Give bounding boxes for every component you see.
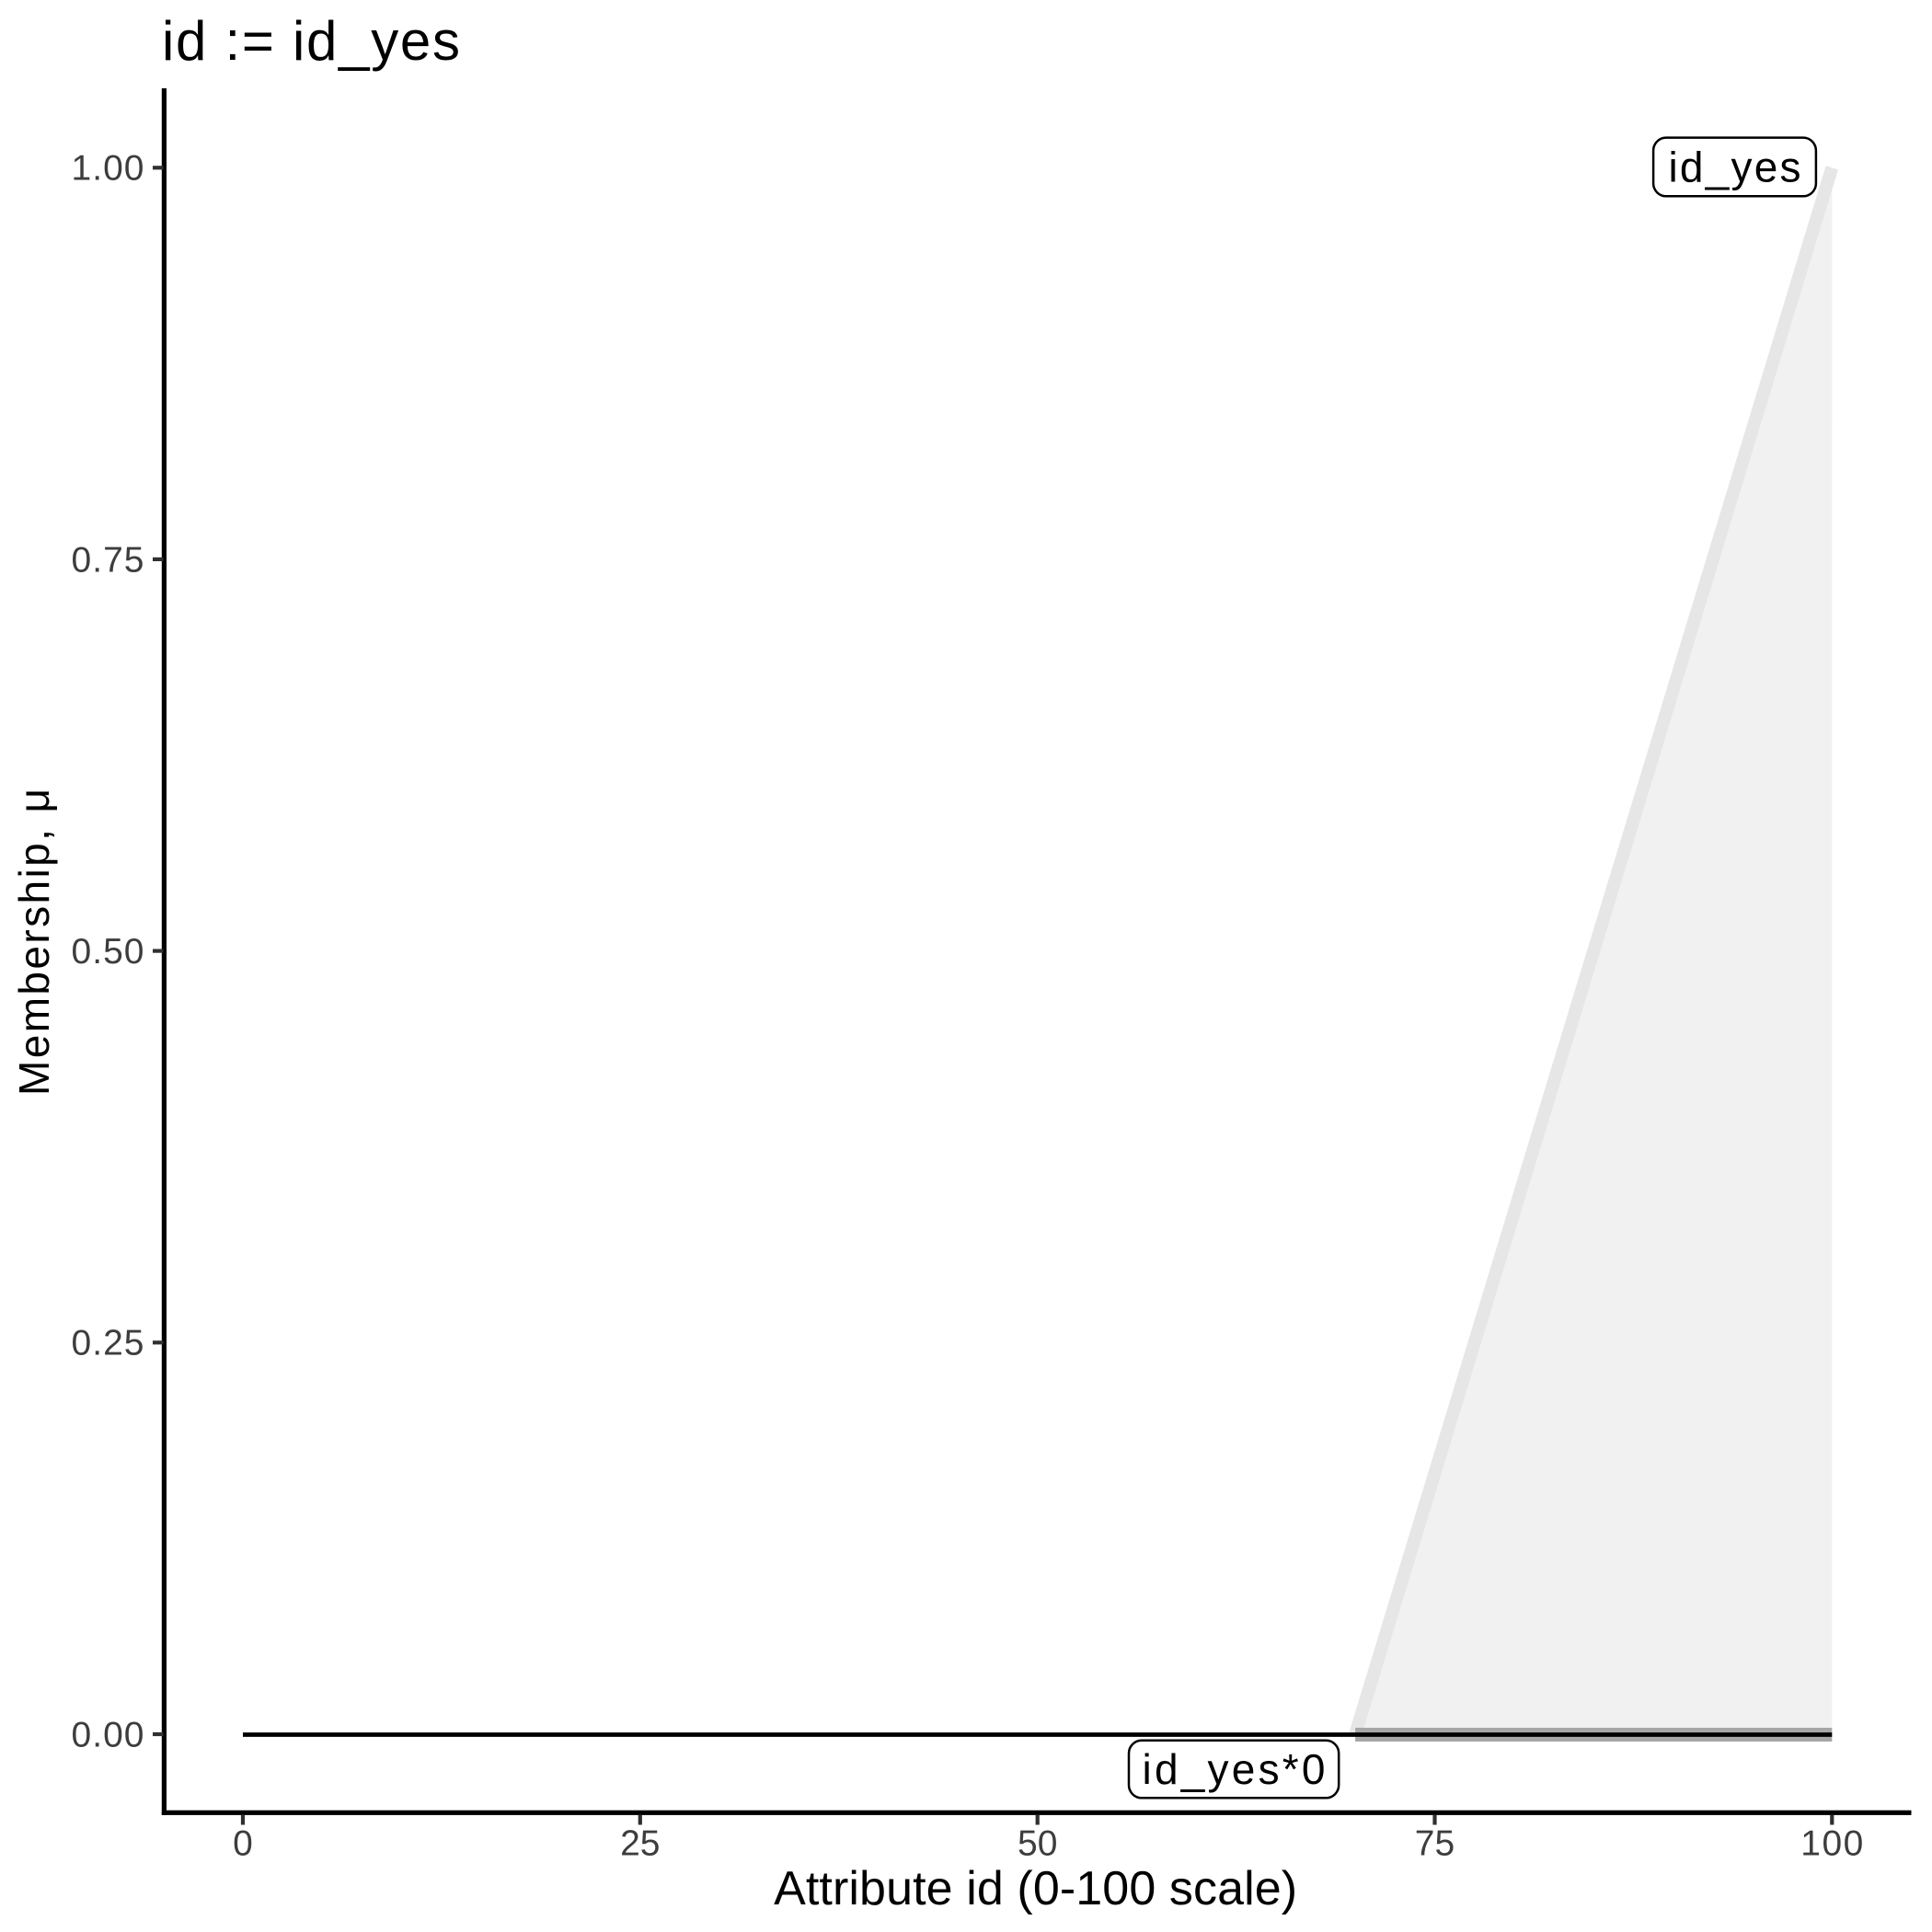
svg-text:Attribute id (0-100 scale): Attribute id (0-100 scale) (774, 1862, 1297, 1915)
svg-text:100: 100 (1800, 1824, 1863, 1864)
svg-text:25: 25 (620, 1824, 660, 1864)
svg-text:id := id_yes: id := id_yes (162, 10, 460, 72)
svg-text:id_yes: id_yes (1669, 143, 1801, 190)
svg-text:75: 75 (1415, 1824, 1455, 1864)
svg-text:0.75: 0.75 (72, 540, 144, 580)
svg-text:Membership, μ: Membership, μ (10, 788, 58, 1096)
svg-text:50: 50 (1018, 1824, 1057, 1864)
svg-text:0.25: 0.25 (72, 1324, 144, 1363)
svg-text:1.00: 1.00 (72, 149, 144, 189)
svg-text:0.00: 0.00 (72, 1715, 144, 1754)
svg-text:0: 0 (233, 1824, 253, 1864)
svg-text:0.50: 0.50 (72, 932, 144, 972)
svg-text:id_yes*0: id_yes*0 (1143, 1745, 1326, 1793)
